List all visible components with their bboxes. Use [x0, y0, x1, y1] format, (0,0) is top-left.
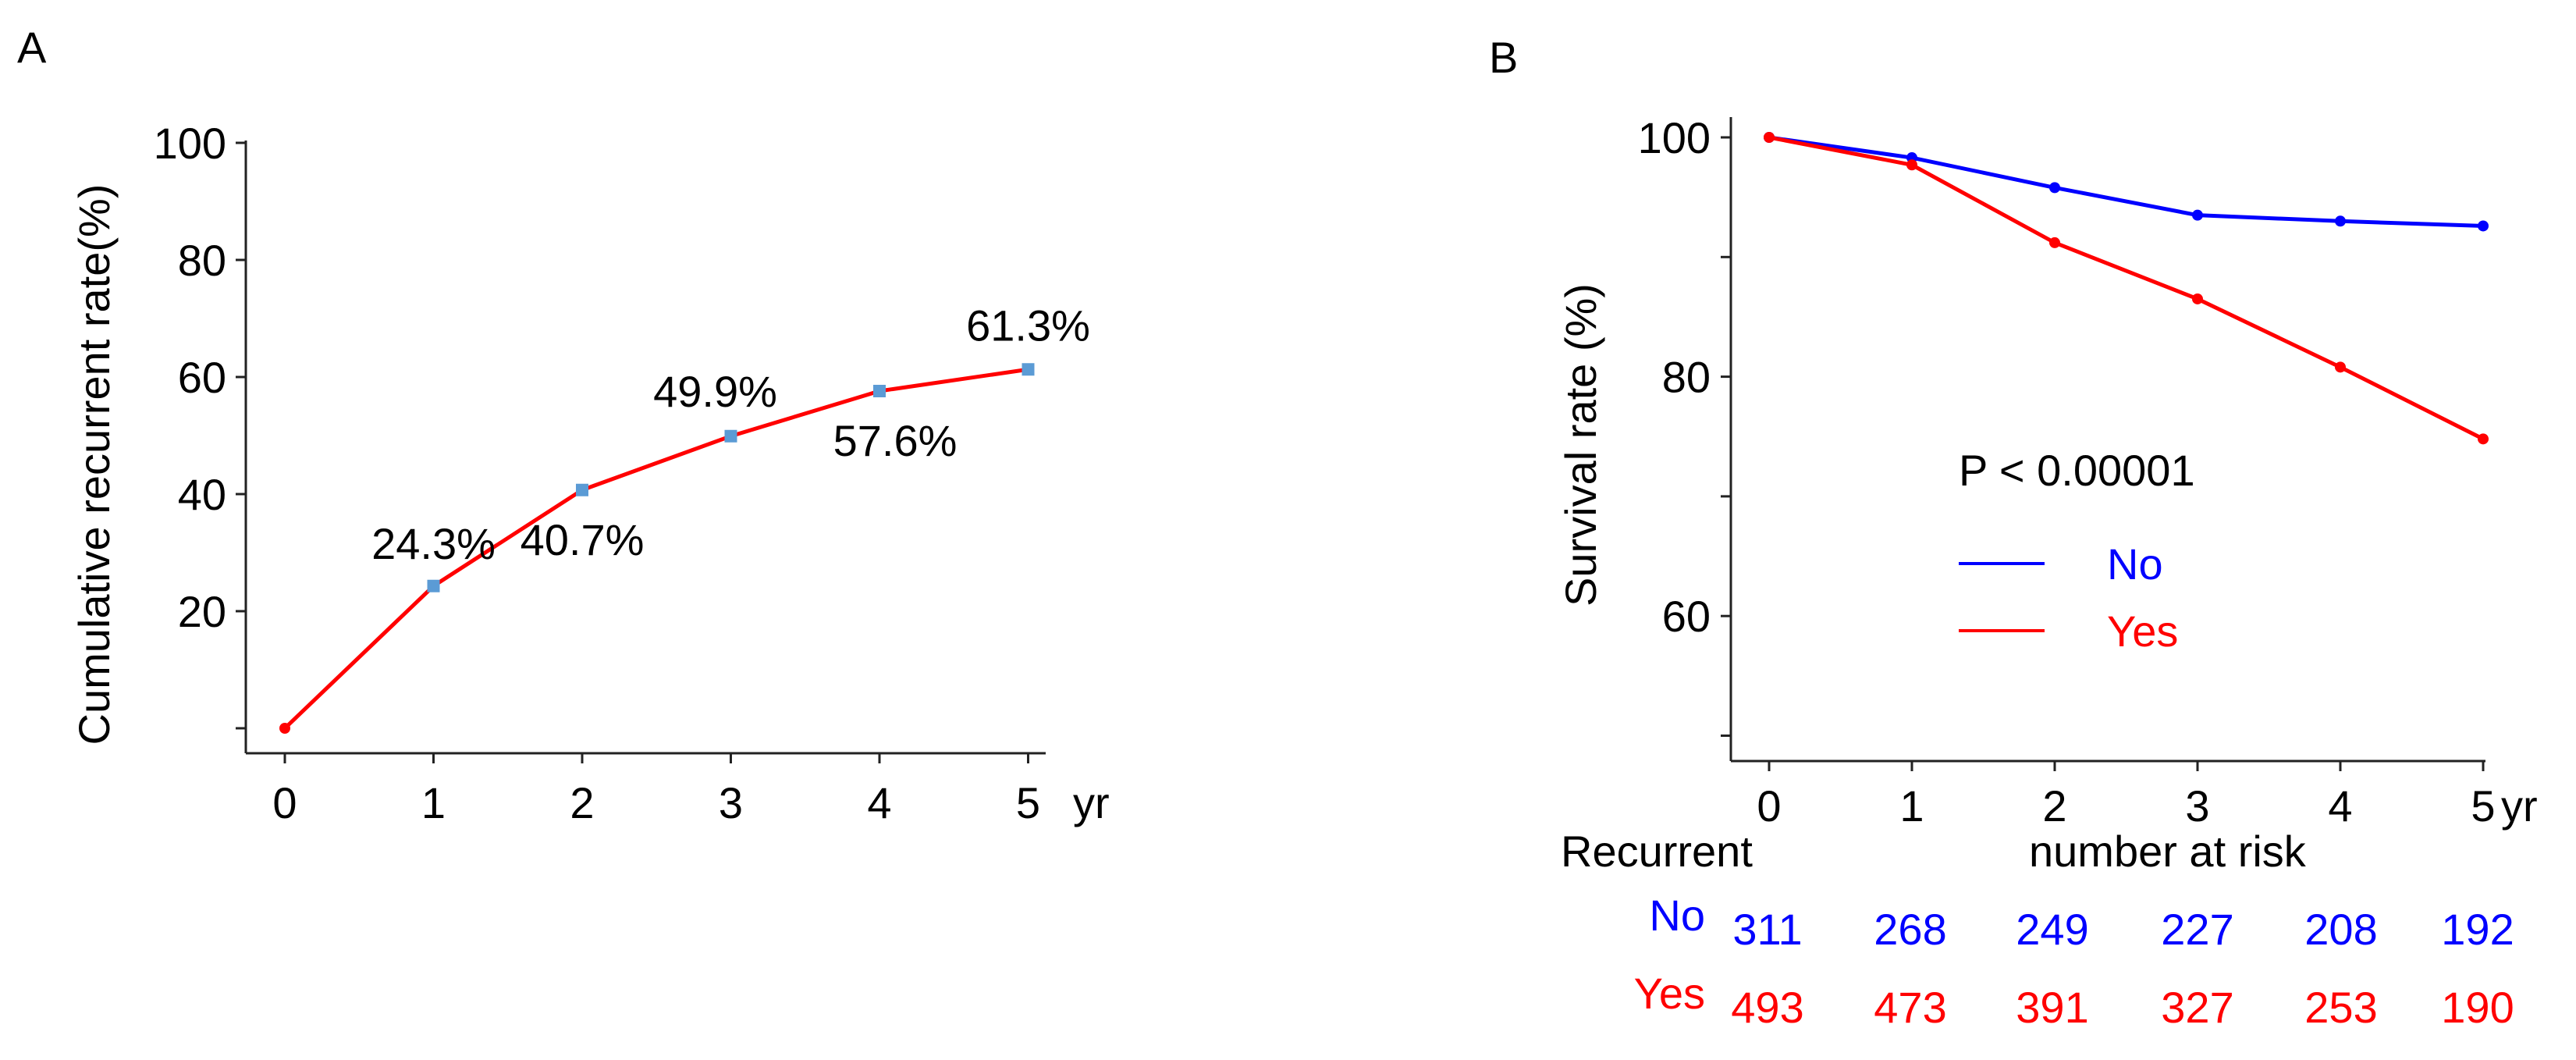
- panel-b-label: B: [1489, 33, 1518, 82]
- panel-a-y-tick-label: 60: [178, 353, 226, 402]
- panel-b-p-value: P < 0.00001: [1959, 446, 2195, 495]
- risk-value: 208: [2304, 905, 2377, 954]
- panel-a-y-tick-label: 100: [154, 119, 226, 168]
- panel-a: A Cumulative recurrent rate(%) 204060801…: [17, 23, 1110, 827]
- panel-b-point: [2049, 182, 2060, 194]
- panel-a-data-label: 49.9%: [653, 367, 777, 416]
- panel-b-legend: No Yes: [1959, 539, 2178, 656]
- panel-a-y-tick-label: 40: [178, 470, 226, 519]
- panel-a-series: [279, 363, 1035, 734]
- panel-b-x-tick-label: 2: [2042, 781, 2066, 831]
- risk-table: No 311 268 249 227 208 192 Yes 493 473 391 327 253 19…: [1634, 891, 2514, 1032]
- panel-a-point: [873, 385, 886, 397]
- panel-b-point: [2335, 361, 2346, 373]
- panel-a-x-tick-label: 4: [867, 778, 891, 827]
- risk-table-title-left: Recurrent: [1561, 827, 1753, 876]
- panel-a-series-line: [283, 367, 1029, 730]
- risk-value: 327: [2161, 983, 2233, 1032]
- risk-value: 493: [1731, 983, 1803, 1032]
- panel-b-point: [2192, 293, 2203, 304]
- panel-a-label: A: [17, 23, 47, 72]
- panel-b-y-tick-label: 100: [1638, 113, 1711, 162]
- legend-label-no: No: [2107, 539, 2163, 589]
- panel-a-x-tick-label: 3: [719, 778, 743, 827]
- panel-b-y-tick-label: 60: [1662, 592, 1711, 641]
- legend-label-yes: Yes: [2107, 606, 2178, 656]
- panel-b-point: [2335, 215, 2346, 227]
- risk-row-label: No: [1649, 891, 1705, 940]
- panel-b-x-tick-label: 5: [2471, 781, 2495, 831]
- panel-b-x-tick-label: 0: [1757, 781, 1781, 831]
- panel-a-data-labels: 24.3% 40.7% 49.9% 57.6% 61.3%: [371, 301, 1090, 568]
- panel-b-y-ticks: 100 80 60: [1638, 113, 1731, 737]
- panel-a-point: [427, 579, 440, 592]
- panel-b-y-tick-label: 80: [1662, 353, 1711, 402]
- panel-a-point: [279, 723, 290, 734]
- risk-value: 311: [1732, 905, 1802, 954]
- panel-a-data-label: 57.6%: [833, 416, 958, 465]
- panel-b-x-unit: yr: [2501, 781, 2538, 831]
- risk-value: 268: [1874, 905, 1946, 954]
- panel-a-point: [724, 429, 737, 443]
- risk-value: 249: [2016, 905, 2088, 954]
- panel-b-point: [1906, 159, 1917, 171]
- panel-b-series: [1764, 132, 2489, 445]
- panel-b-ylabel: Survival rate (%): [1556, 283, 1605, 606]
- panel-b-series-line-yes: [1768, 135, 2485, 441]
- panel-b-point: [2478, 433, 2489, 445]
- panel-b: B Survival rate (%) 100 80 60 0 1 2 3 4 5 yr P …: [1489, 33, 2538, 1032]
- panel-b-x-ticks: 0 1 2 3 4 5: [1757, 761, 2496, 831]
- panel-b-point: [2049, 237, 2060, 248]
- risk-value: 227: [2161, 905, 2233, 954]
- panel-b-point: [1764, 132, 1775, 143]
- risk-value: 473: [1874, 983, 1946, 1032]
- panel-a-data-label: 40.7%: [521, 515, 645, 564]
- panel-a-data-label: 24.3%: [371, 519, 496, 568]
- panel-a-y-tick-label: 80: [178, 236, 226, 285]
- panel-a-point: [1022, 363, 1035, 376]
- panel-a-ylabel: Cumulative recurrent rate(%): [69, 184, 119, 745]
- risk-value: 253: [2304, 983, 2377, 1032]
- panel-a-x-ticks: 0 1 2 3 4 5: [272, 753, 1040, 827]
- panel-b-x-tick-label: 1: [1899, 781, 1924, 831]
- panel-a-x-tick-label: 0: [272, 778, 297, 827]
- panel-a-x-unit: yr: [1073, 778, 1110, 827]
- risk-row-label: Yes: [1634, 969, 1705, 1018]
- panel-b-point: [2192, 209, 2203, 221]
- panel-a-y-ticks: 20 40 60 80 100: [154, 119, 246, 730]
- risk-value: 391: [2016, 983, 2088, 1032]
- risk-value: 192: [2441, 905, 2514, 954]
- risk-table-title-right: number at risk: [2029, 827, 2307, 876]
- panel-a-x-tick-label: 1: [421, 778, 446, 827]
- panel-a-data-label: 61.3%: [966, 301, 1090, 350]
- risk-value: 190: [2441, 983, 2514, 1032]
- panel-b-series-line-no: [1768, 135, 2484, 228]
- panel-b-x-tick-label: 4: [2328, 781, 2352, 831]
- panel-a-x-tick-label: 2: [570, 778, 594, 827]
- panel-b-x-tick-label: 3: [2185, 781, 2209, 831]
- panel-a-point: [576, 483, 588, 496]
- panel-b-point: [2478, 220, 2489, 232]
- panel-a-x-tick-label: 5: [1016, 778, 1040, 827]
- panel-a-y-tick-label: 20: [178, 587, 226, 636]
